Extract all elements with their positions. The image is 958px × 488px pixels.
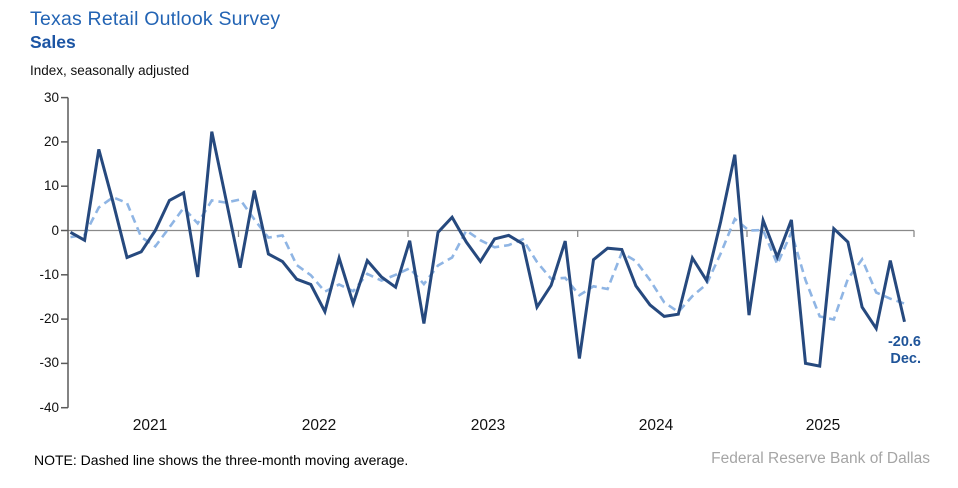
y-tick-label: 20	[43, 133, 59, 149]
last-value-number: -20.6	[887, 334, 921, 350]
axis-unit-note: Index, seasonally adjusted	[30, 63, 190, 78]
x-year-label: 2022	[301, 417, 337, 434]
y-tick-label: 0	[51, 222, 59, 238]
x-year-label: 2024	[638, 417, 674, 434]
page-title: Texas Retail Outlook Survey	[30, 8, 281, 30]
sales-index-line	[69, 131, 906, 368]
moving-average-line	[70, 195, 905, 322]
last-value-label: -20.6 Dec.	[853, 334, 921, 368]
y-tick-label: -30	[39, 355, 59, 371]
y-tick-label: -20	[39, 311, 59, 327]
last-value-month: Dec.	[890, 351, 921, 367]
x-year-label: 2021	[132, 417, 168, 434]
chart-subtitle: Sales	[30, 32, 76, 52]
source-attribution: Federal Reserve Bank of Dallas	[711, 450, 930, 467]
x-year-label: 2025	[805, 417, 841, 434]
footnote: NOTE: Dashed line shows the three-month …	[34, 452, 409, 468]
y-tick-label: -40	[39, 399, 59, 415]
y-tick-label: 30	[43, 89, 59, 105]
x-year-label: 2023	[470, 417, 506, 434]
y-tick-label: -10	[39, 266, 59, 282]
y-tick-label: 10	[43, 178, 59, 194]
